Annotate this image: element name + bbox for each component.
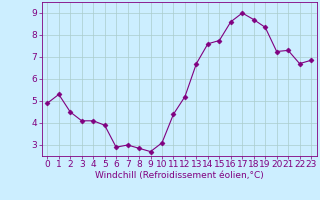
X-axis label: Windchill (Refroidissement éolien,°C): Windchill (Refroidissement éolien,°C) (95, 171, 264, 180)
